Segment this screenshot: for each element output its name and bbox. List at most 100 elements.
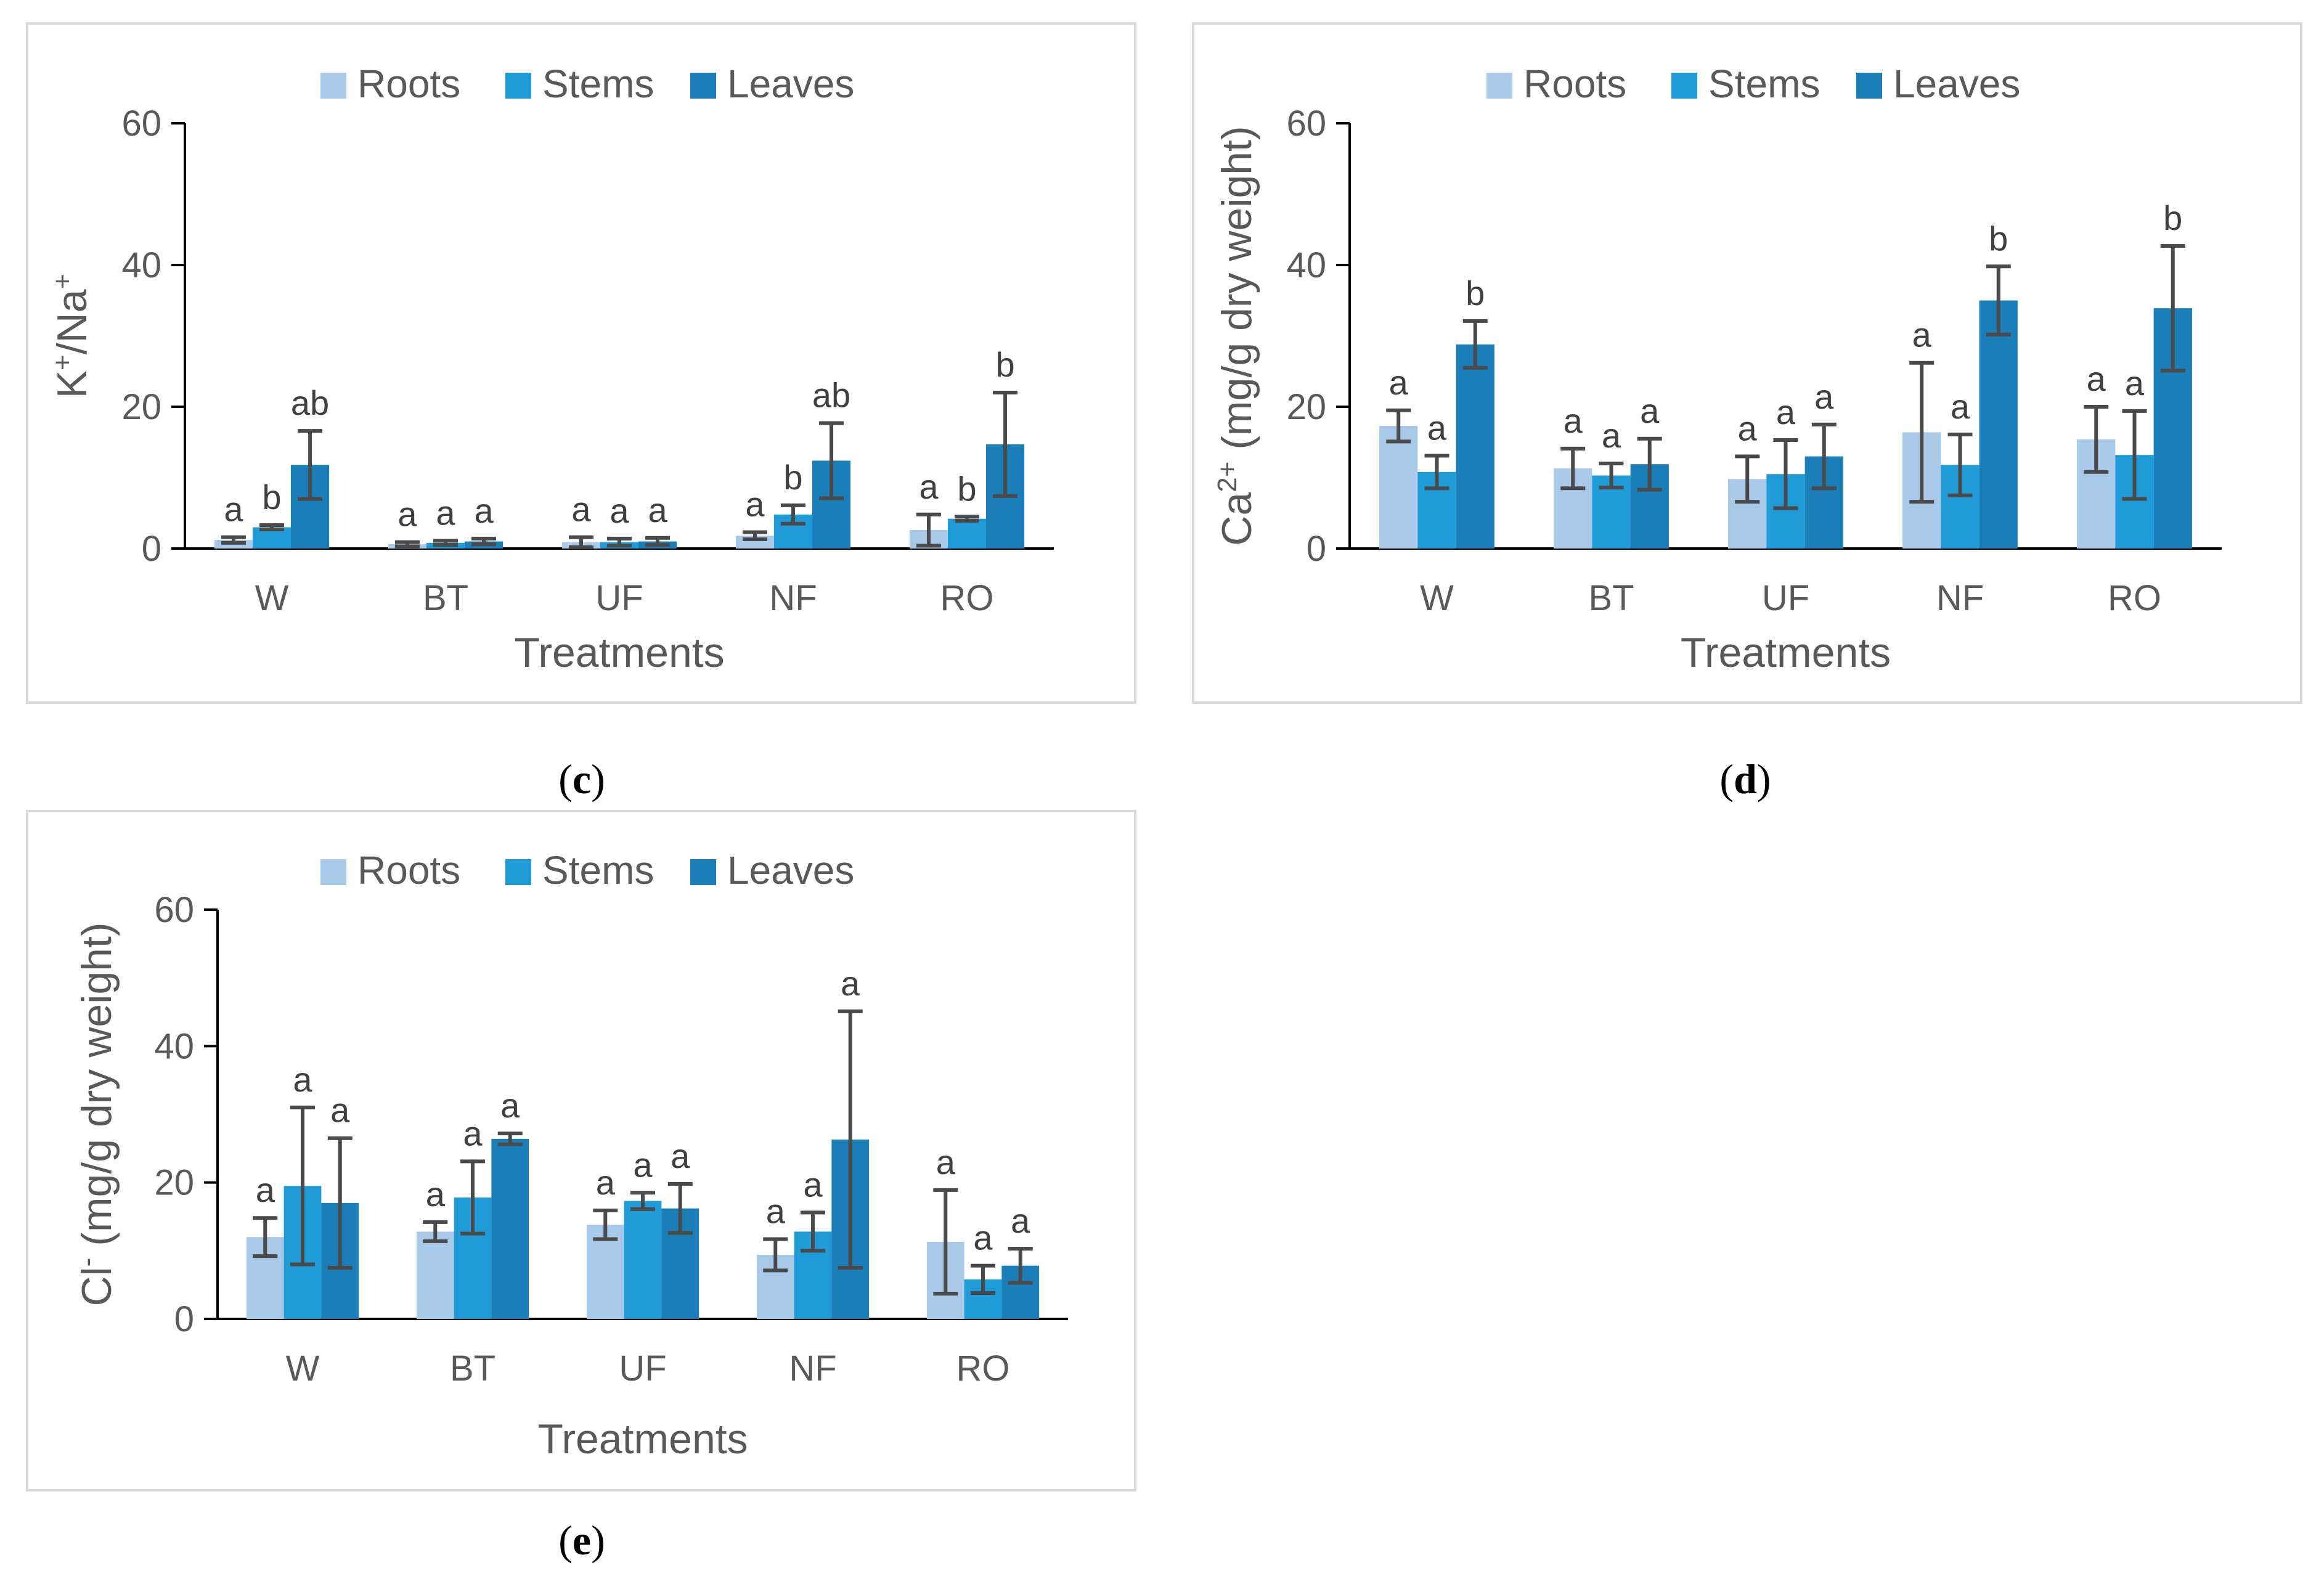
legend-label-roots: Roots xyxy=(357,62,460,106)
chart-frame xyxy=(1192,22,2302,704)
significance-letter: a xyxy=(2125,364,2145,402)
y-tick-label: 60 xyxy=(121,104,161,144)
legend-swatch-roots xyxy=(320,73,346,99)
y-axis-title-part: K xyxy=(49,370,96,398)
y-axis-title-superscript: + xyxy=(47,274,78,290)
significance-letter: b xyxy=(1989,219,2008,258)
legend-swatch-leaves xyxy=(690,859,716,885)
legend-swatch-roots xyxy=(1486,73,1512,99)
significance-letter: a xyxy=(571,490,591,529)
significance-letter: a xyxy=(671,1136,690,1175)
significance-letter: a xyxy=(841,964,860,1003)
significance-letter: a xyxy=(936,1143,956,1181)
caption-paren: ( xyxy=(1719,756,1734,802)
caption-paren: ( xyxy=(558,1517,573,1564)
legend-swatch-stems xyxy=(1671,73,1697,99)
significance-letter: a xyxy=(1427,408,1447,447)
bar-roots xyxy=(1379,426,1418,549)
significance-letter: a xyxy=(973,1218,993,1257)
x-tick-label: BT xyxy=(450,1349,495,1389)
y-axis-title-superscript: + xyxy=(47,354,78,370)
significance-letter: a xyxy=(2087,359,2106,398)
x-tick-label: RO xyxy=(956,1349,1010,1389)
significance-letter: a xyxy=(648,491,667,529)
significance-letter: b xyxy=(957,469,976,508)
legend-swatch-leaves xyxy=(1856,73,1882,99)
caption-paren: ) xyxy=(1757,756,1771,802)
caption-letter: d xyxy=(1734,756,1757,802)
significance-letter: a xyxy=(745,485,765,524)
y-tick-label: 0 xyxy=(1307,529,1326,569)
y-tick-label: 60 xyxy=(154,890,194,930)
caption-c: (c) xyxy=(558,756,605,802)
significance-letter: a xyxy=(766,1192,786,1231)
x-tick-label: UF xyxy=(595,578,643,618)
legend-label-stems: Stems xyxy=(542,848,654,892)
significance-letter: a xyxy=(1602,416,1621,455)
caption-d: (d) xyxy=(1719,756,1771,802)
significance-letter: a xyxy=(919,467,939,506)
x-axis-title: Treatments xyxy=(537,1416,748,1463)
legend-swatch-leaves xyxy=(690,73,716,99)
caption-e: (e) xyxy=(558,1517,605,1564)
y-axis-title: K+/Na+ xyxy=(47,274,96,399)
significance-letter: b xyxy=(783,458,802,497)
y-axis-title-part: Ca xyxy=(1213,492,1260,546)
x-tick-label: W xyxy=(286,1349,320,1389)
significance-letter: a xyxy=(1389,363,1409,402)
significance-letter: a xyxy=(1738,409,1758,448)
x-tick-label: BT xyxy=(1588,578,1634,618)
legend-label-leaves: Leaves xyxy=(1893,62,2020,106)
x-tick-label: UF xyxy=(1762,578,1809,618)
significance-letter: a xyxy=(330,1091,350,1130)
significance-letter: a xyxy=(474,491,494,530)
y-axis-title: Ca2+ (mg/g dry weight) xyxy=(1212,126,1260,545)
y-tick-label: 20 xyxy=(1286,387,1326,427)
bar-leaves xyxy=(1979,300,2018,549)
significance-letter: b xyxy=(1466,274,1485,312)
legend-swatch-stems xyxy=(505,73,531,99)
y-axis-title: Cl- (mg/g dry weight) xyxy=(72,922,120,1306)
y-axis-title-part: Cl xyxy=(73,1267,120,1306)
significance-letter: a xyxy=(1776,393,1796,431)
bar-stems xyxy=(624,1201,662,1319)
bar-roots xyxy=(416,1231,454,1319)
x-tick-label: RO xyxy=(940,578,994,618)
significance-letter: a xyxy=(1912,316,1932,354)
significance-letter: a xyxy=(1951,387,1970,426)
caption-letter: c xyxy=(573,756,591,802)
significance-letter: a xyxy=(500,1086,520,1125)
legend-label-leaves: Leaves xyxy=(727,848,854,892)
y-tick-label: 60 xyxy=(1286,104,1326,144)
significance-letter: ab xyxy=(812,375,850,414)
y-tick-label: 0 xyxy=(142,529,161,569)
x-axis-title: Treatments xyxy=(514,629,724,676)
x-tick-label: UF xyxy=(619,1349,666,1389)
significance-letter: a xyxy=(610,491,629,530)
caption-paren: ) xyxy=(591,756,605,802)
significance-letter: a xyxy=(596,1163,616,1202)
y-axis-title-part: (mg/g dry weight) xyxy=(1213,126,1260,461)
chart-frame xyxy=(26,810,1136,1491)
legend-swatch-stems xyxy=(505,859,531,885)
bar-leaves xyxy=(1456,344,1494,549)
y-tick-label: 20 xyxy=(121,387,161,427)
y-tick-label: 40 xyxy=(121,245,161,285)
significance-letter: a xyxy=(293,1060,312,1099)
x-tick-label: NF xyxy=(1936,578,1984,618)
y-tick-label: 40 xyxy=(154,1026,194,1066)
significance-letter: b xyxy=(995,345,1014,384)
legend-label-roots: Roots xyxy=(357,848,460,892)
legend-label-roots: Roots xyxy=(1523,62,1626,106)
y-axis-title-part: /Na xyxy=(49,289,96,354)
x-tick-label: W xyxy=(1420,578,1454,618)
x-tick-label: NF xyxy=(769,578,817,618)
x-tick-label: NF xyxy=(789,1349,836,1389)
legend-label-stems: Stems xyxy=(1708,62,1820,106)
y-axis-title-superscript: - xyxy=(72,1258,102,1267)
x-axis-title: Treatments xyxy=(1681,629,1891,676)
significance-letter: a xyxy=(1814,377,1834,416)
